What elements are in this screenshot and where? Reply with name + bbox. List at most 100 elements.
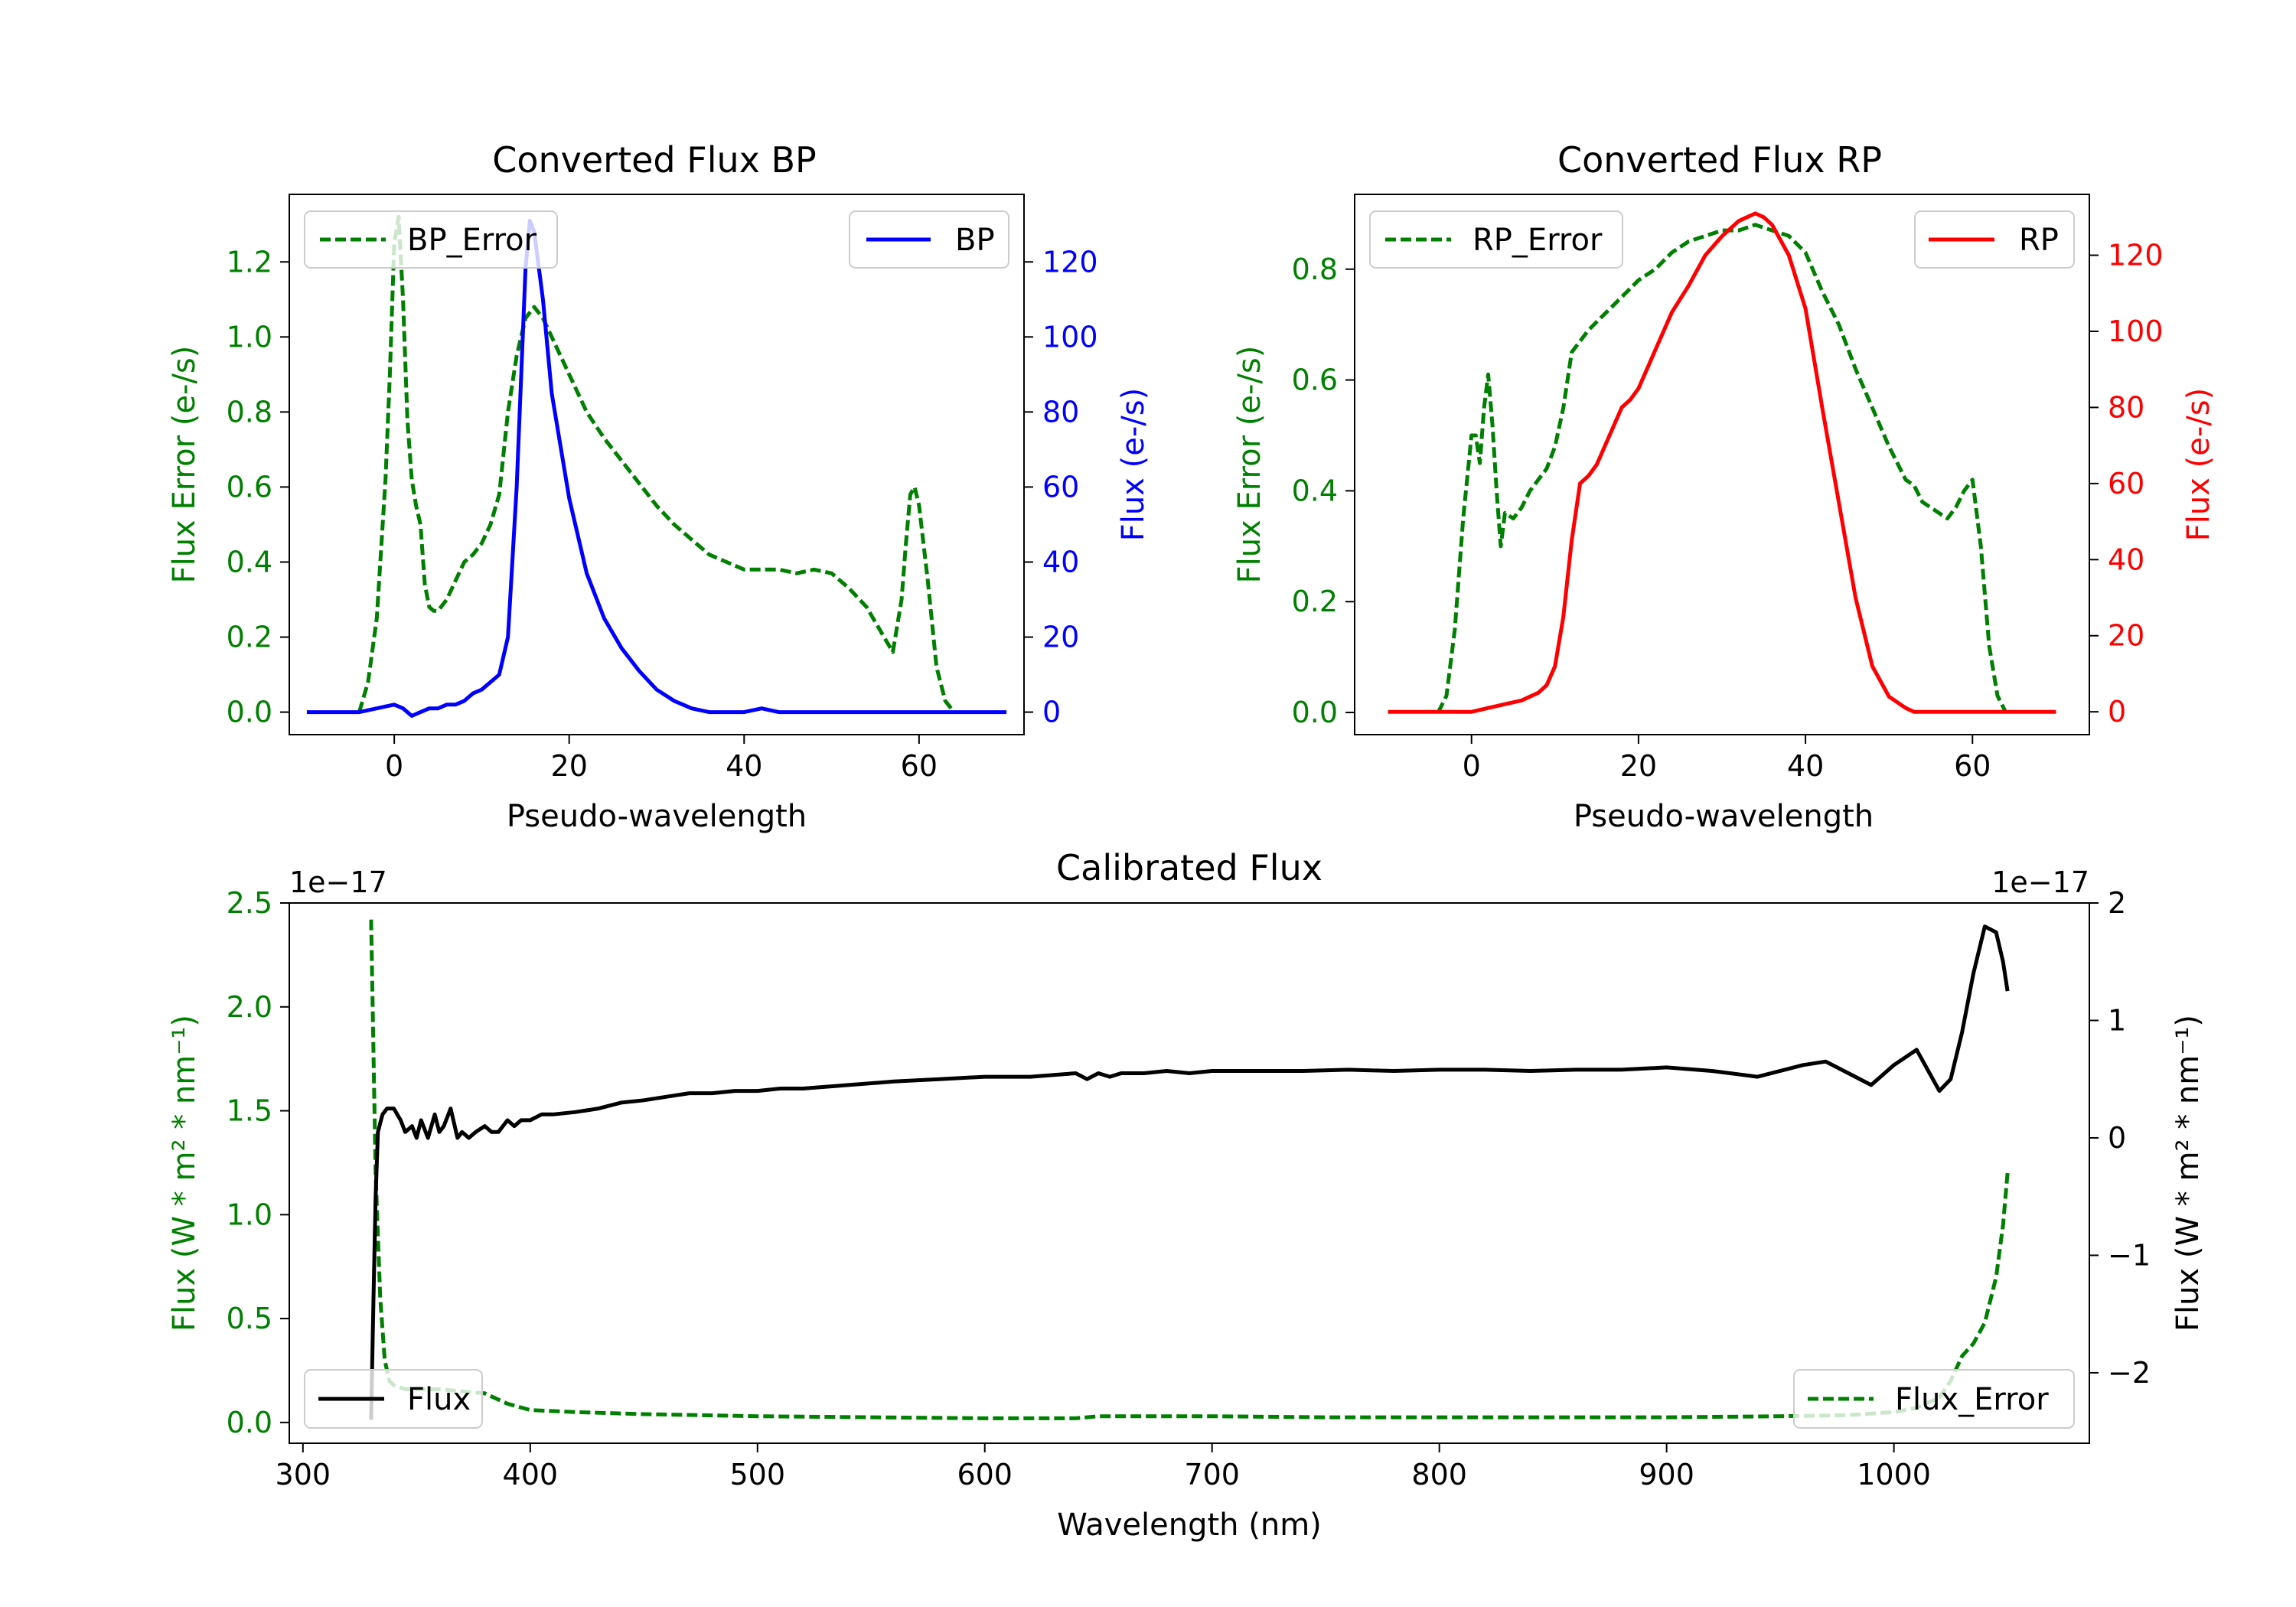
bp-legend-right: BP (849, 210, 1009, 269)
calibrated-y-right-tick-label: 2 (2108, 886, 2126, 920)
calibrated-y-left-label: Flux (W * m² * nm⁻¹) (167, 1015, 202, 1332)
calibrated-series-flux-error-line (369, 919, 2010, 1420)
rp-y-right-tick-label: 80 (2108, 390, 2144, 424)
bp-y-left-tick-label: 0.2 (227, 621, 272, 654)
calibrated-x-tick-label: 800 (1411, 1458, 1467, 1491)
calibrated-series-layer (369, 919, 2010, 1420)
rp-y-right-tick-label: 120 (2108, 239, 2164, 272)
rp-y-left-tick-label: 0.2 (1292, 585, 1338, 618)
rp-series-rp-error-line (1436, 223, 2008, 714)
bp-y-left-tick-label: 0.8 (227, 395, 272, 429)
rp-legend-right: RP (1914, 210, 2075, 269)
calibrated-x-tick-label: 1000 (1857, 1458, 1931, 1491)
bp-x-tick-label: 40 (726, 749, 762, 783)
rp-y-right-tick-label: 20 (2108, 619, 2144, 653)
calibrated-title: Calibrated Flux (1056, 847, 1322, 888)
calibrated-y-left-ticks: 0.0 0.5 1.0 1.5 2.0 2.5 (227, 886, 289, 1439)
calibrated-y-left-tick-label: 1.0 (227, 1198, 272, 1231)
bp-x-tick-label: 60 (901, 749, 938, 783)
calibrated-y-right-tick-label: −1 (2108, 1238, 2151, 1272)
calibrated-y-left-tick-label: 0.0 (227, 1406, 272, 1439)
calibrated-y-right-tick-label: 1 (2108, 1003, 2126, 1037)
rp-legend-left: RP_Error (1369, 210, 1623, 269)
calibrated-x-tick-label: 900 (1639, 1458, 1694, 1491)
rp-x-ticks: 0 20 40 60 (1463, 735, 1991, 783)
bp-x-tick-label: 20 (551, 749, 588, 783)
flux-error-legend-label: Flux_Error (1895, 1382, 2049, 1417)
calibrated-series-flux-line (369, 924, 2010, 1420)
calibrated-x-tick-label: 500 (729, 1458, 785, 1491)
bp-y-left-ticks: 0.0 0.2 0.4 0.6 0.8 1.0 1.2 (227, 245, 289, 729)
calibrated-panel: Calibrated Flux 1e−17 1e−17 300 400 500 600… (167, 847, 2206, 1543)
rp-y-left-ticks: 0.0 0.2 0.4 0.6 0.8 (1292, 253, 1355, 729)
bp-series-layer (306, 214, 1007, 718)
rp-x-tick-label: 0 (1463, 749, 1481, 783)
rp-y-right-tick-label: 40 (2108, 543, 2144, 576)
calibrated-y-left-tick-label: 1.5 (227, 1094, 272, 1128)
bp-y-left-tick-label: 0.0 (227, 696, 272, 729)
bp-y-right-tick-label: 0 (1042, 696, 1061, 729)
bp-series-bp-line (306, 218, 1007, 718)
rp-y-right-tick-label: 100 (2108, 315, 2164, 348)
bp-x-tick-label: 0 (385, 749, 403, 783)
calibrated-y-left-tick-label: 0.5 (227, 1302, 272, 1335)
bp-legend-left: BP_Error (304, 210, 558, 269)
flux-legend-label: Flux (407, 1382, 471, 1417)
calibrated-x-label: Wavelength (nm) (1057, 1508, 1322, 1543)
calibrated-x-ticks: 300 400 500 600 700 800 900 1000 (276, 1443, 1931, 1491)
rp-x-tick-label: 20 (1620, 749, 1657, 783)
rp-legend-label: RP (2019, 223, 2059, 258)
calibrated-y-right-tick-label: 0 (2108, 1121, 2126, 1155)
rp-x-label: Pseudo-wavelength (1574, 799, 1874, 834)
calibrated-x-tick-label: 300 (276, 1458, 331, 1491)
rp-y-left-tick-label: 0.6 (1292, 363, 1338, 397)
rp-x-tick-label: 60 (1954, 749, 1991, 783)
bp-y-right-ticks: 0 20 40 60 80 100 120 (1024, 245, 1098, 729)
rp-y-right-label: Flux (e-/s) (2181, 388, 2216, 541)
bp-y-right-tick-label: 60 (1042, 470, 1079, 504)
rp-panel: Converted Flux RP 0 20 40 60 0.00.20.40.60.… (1232, 139, 2216, 834)
calibrated-x-tick-label: 400 (503, 1458, 559, 1491)
rp-y-right-tick-label: 0 (2108, 695, 2126, 729)
rp-series-rp-line (1388, 211, 2056, 714)
calibrated-y-right-tick-label: −2 (2108, 1356, 2151, 1390)
calibrated-y-left-tick-label: 2.0 (227, 990, 272, 1024)
calibrated-y-left-tick-label: 2.5 (227, 886, 272, 920)
bp-panel: Converted Flux BP 0 20 40 60 0.00.20.40.60.… (167, 139, 1151, 834)
calibrated-x-tick-label: 600 (957, 1458, 1013, 1491)
rp-y-left-label: Flux Error (e-/s) (1232, 346, 1267, 584)
rp-y-left-tick-label: 0.8 (1292, 253, 1338, 286)
bp-title: Converted Flux BP (492, 139, 817, 181)
bp-y-left-label: Flux Error (e-/s) (167, 346, 202, 584)
bp-y-right-tick-label: 40 (1042, 545, 1079, 579)
bp-y-right-tick-label: 100 (1042, 320, 1098, 354)
bp-x-ticks: 0 20 40 60 (385, 735, 938, 783)
calibrated-left-offset: 1e−17 (289, 865, 387, 899)
bp-y-left-tick-label: 0.6 (227, 470, 272, 504)
rp-error-legend-label: RP_Error (1473, 223, 1603, 258)
bp-series-bp-error-line (357, 214, 956, 714)
calibrated-legend-right: Flux_Error (1793, 1369, 2075, 1429)
bp-y-left-tick-label: 1.0 (227, 320, 272, 354)
bp-x-label: Pseudo-wavelength (507, 799, 807, 834)
calibrated-y-right-label: Flux (W * m² * nm⁻¹) (2170, 1015, 2206, 1332)
calibrated-right-offset: 1e−17 (1991, 865, 2089, 899)
rp-y-right-tick-label: 60 (2108, 467, 2144, 500)
rp-series-layer (1388, 211, 2056, 714)
bp-legend-label: BP (955, 223, 995, 258)
calibrated-y-right-ticks: −2 −1 0 1 2 (2089, 886, 2151, 1390)
bp-y-left-tick-label: 0.4 (227, 545, 272, 579)
rp-y-left-tick-label: 0.0 (1292, 696, 1338, 729)
calibrated-frame (289, 902, 2090, 1444)
bp-y-right-tick-label: 80 (1042, 395, 1079, 429)
calibrated-x-tick-label: 700 (1184, 1458, 1240, 1491)
bp-y-left-tick-label: 1.2 (227, 245, 272, 279)
rp-y-right-ticks: 0 20 40 60 80 100 120 (2089, 239, 2164, 729)
bp-error-legend-label: BP_Error (407, 223, 537, 258)
rp-title: Converted Flux RP (1557, 139, 1882, 181)
bp-y-right-label: Flux (e-/s) (1116, 388, 1151, 541)
bp-y-right-tick-label: 120 (1042, 245, 1098, 279)
rp-x-tick-label: 40 (1787, 749, 1824, 783)
bp-y-right-tick-label: 20 (1042, 621, 1079, 654)
